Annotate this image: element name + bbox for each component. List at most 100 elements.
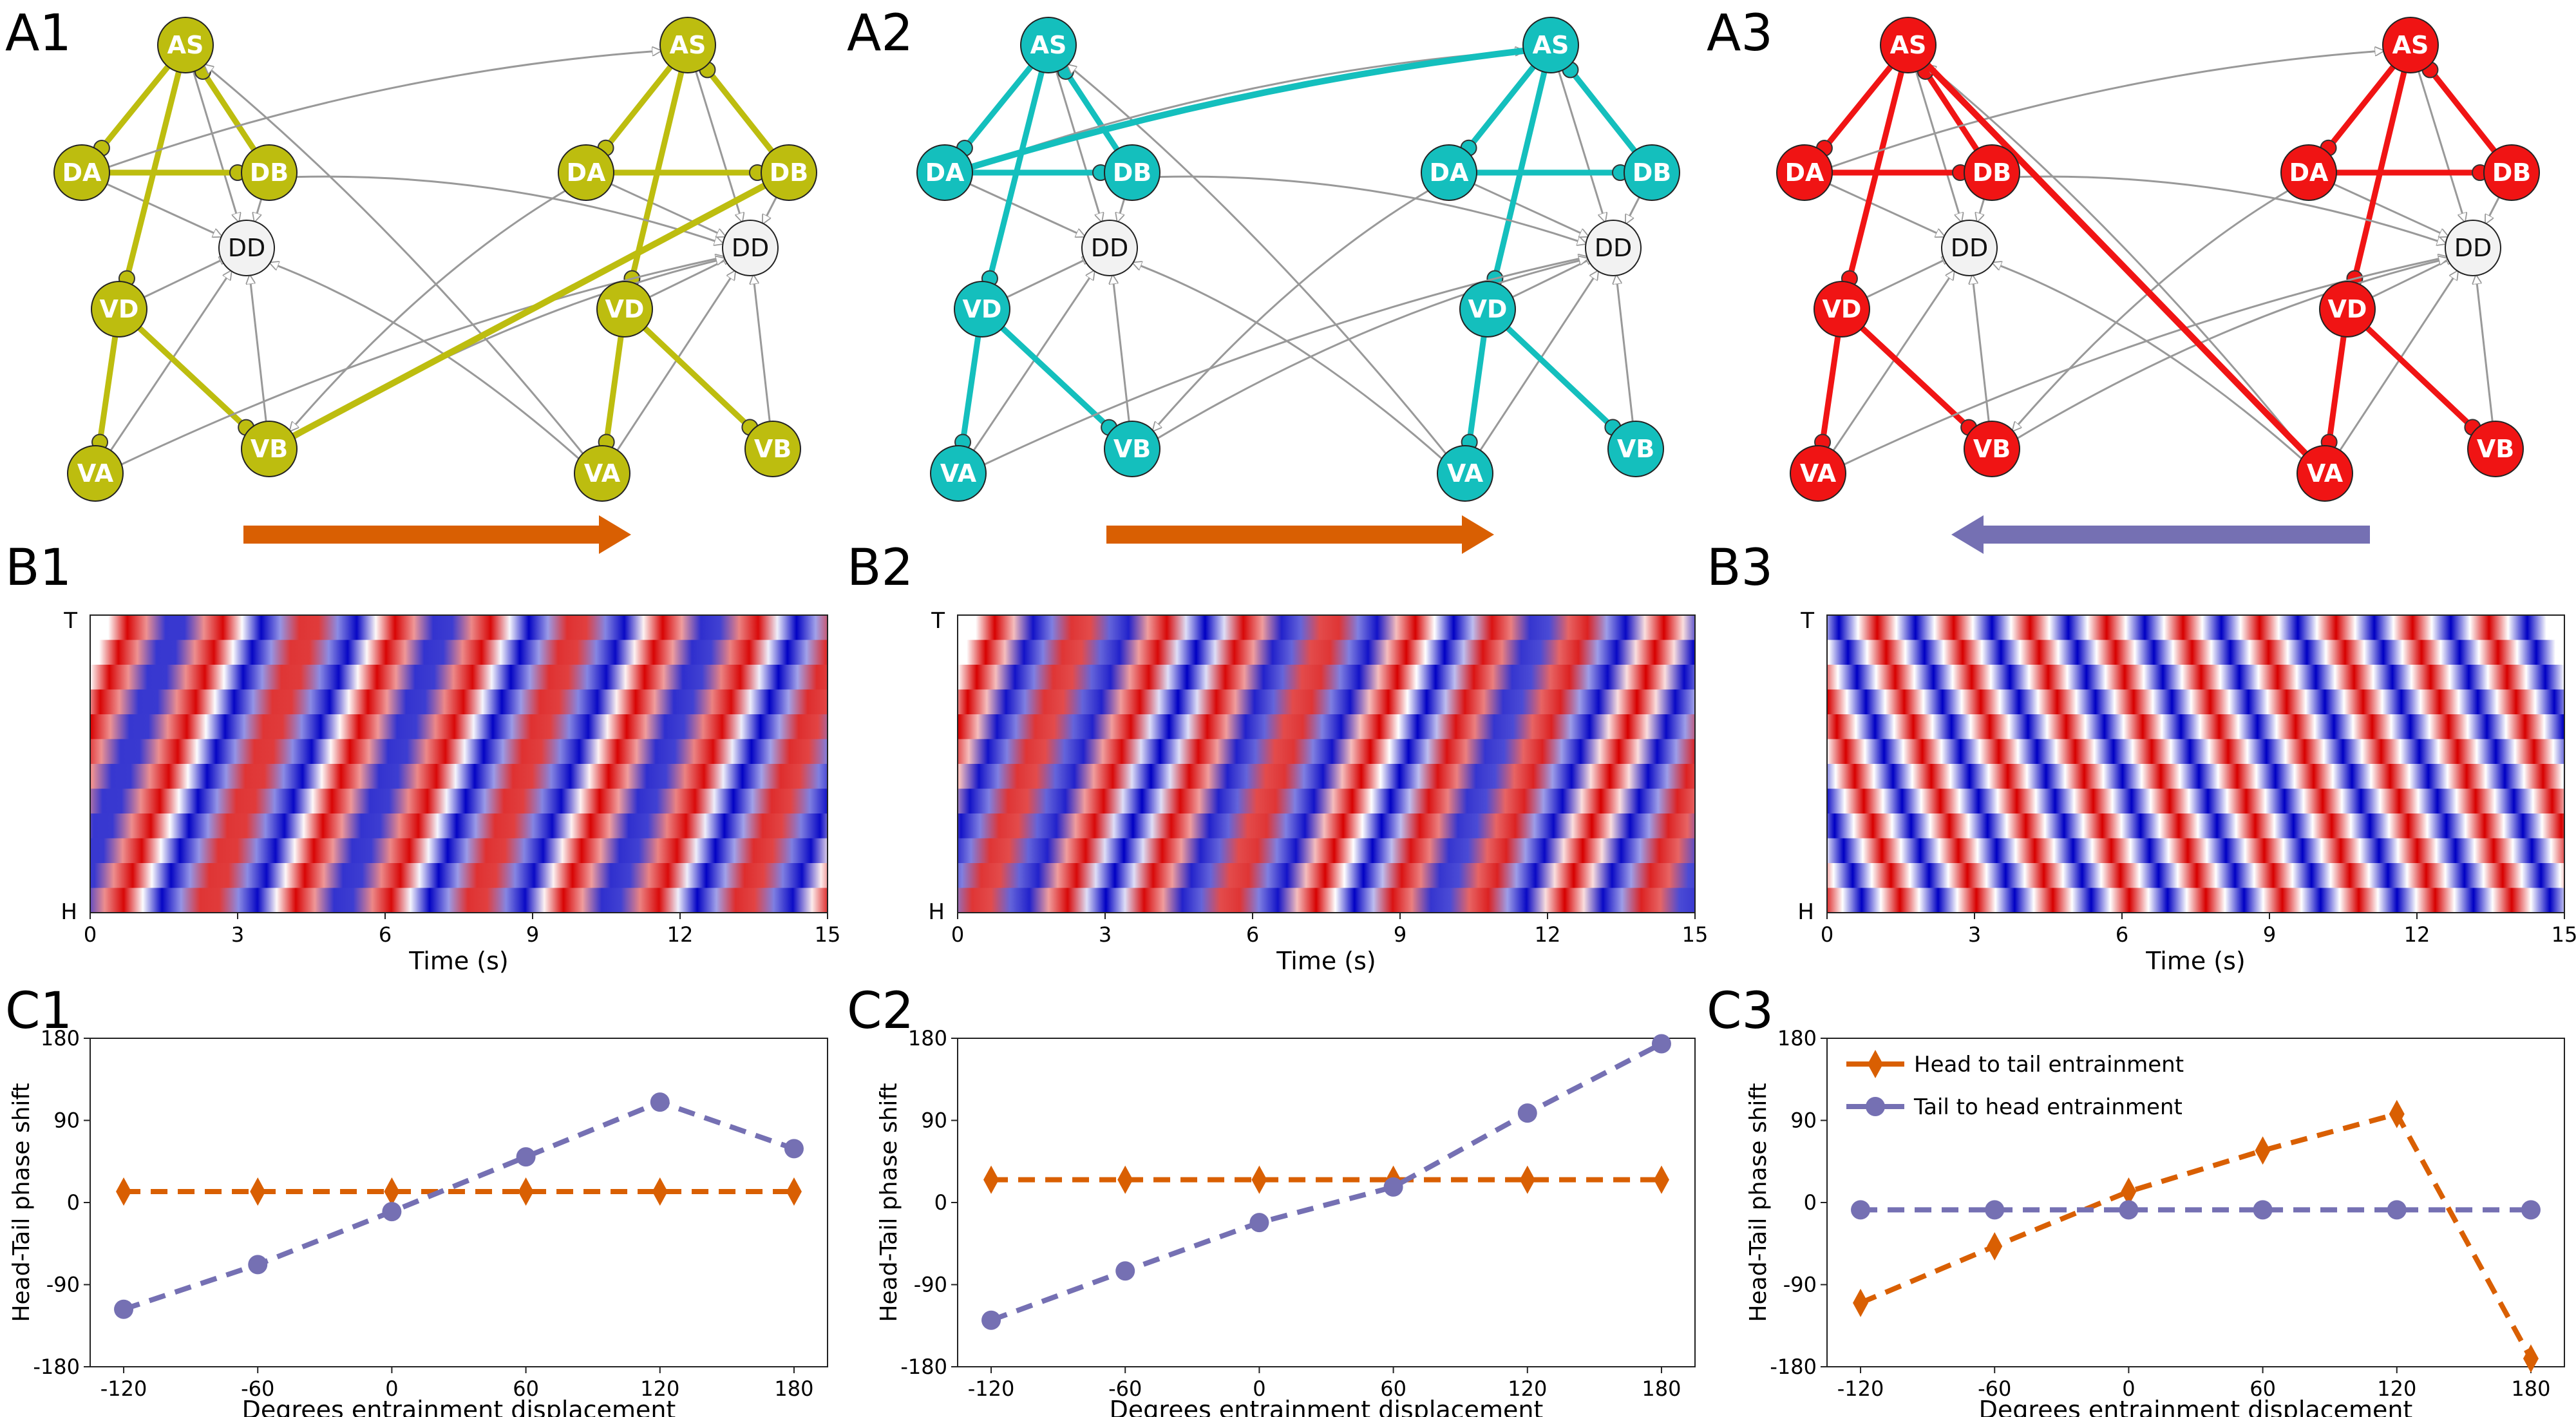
neuron-va <box>1790 445 1846 502</box>
neuron-label-va: VA <box>1800 459 1837 488</box>
gap-junction-edge <box>1973 276 1990 422</box>
cross-segment-edge <box>2019 175 2445 243</box>
y-tick-label: 0 <box>67 1190 80 1215</box>
x-axis-title: Degrees entrainment displacement <box>242 1396 676 1417</box>
synapse-edge <box>1504 325 1616 430</box>
neuron-label-da: DA <box>62 158 102 187</box>
y-tick-label: -90 <box>914 1273 947 1297</box>
neuron-db <box>761 144 817 201</box>
kymograph-band <box>1827 764 2564 790</box>
synapse-edge <box>1922 68 1980 153</box>
neuron-as <box>2382 17 2439 73</box>
gap-junction-edge <box>1866 255 1948 298</box>
x-tick-label: 180 <box>1642 1376 1681 1401</box>
neuron-as <box>1522 17 1579 73</box>
neuron-vd <box>2319 281 2376 338</box>
neuron-label-db: DB <box>770 158 809 187</box>
plot-frame <box>1826 1038 2565 1367</box>
panel-label-A2: A2 <box>847 5 913 62</box>
network-1: AS DA DB DD VD VB VA AS DA DB DD VD VB VA <box>53 17 817 554</box>
synapse-edge <box>1819 334 1841 446</box>
x-tick-label: 6 <box>1246 922 1259 947</box>
x-tick-label: -60 <box>1978 1376 2011 1401</box>
gap-junction-edge <box>1511 255 1593 298</box>
neuron-label-va: VA <box>584 459 621 488</box>
synapse-edge <box>97 334 118 446</box>
x-tick-label: 0 <box>385 1376 398 1401</box>
neuron-db <box>2483 144 2540 201</box>
panel-label-C3: C3 <box>1707 982 1774 1040</box>
synapse-edge <box>2364 325 2476 430</box>
data-point-tail-to-head <box>516 1147 536 1167</box>
kymograph-band <box>958 863 1695 889</box>
x-tick-label: 120 <box>1508 1376 1547 1401</box>
neuron-vb <box>241 421 298 477</box>
neuron-vb <box>1104 421 1160 477</box>
data-point-head-to-tail <box>1987 1232 2003 1260</box>
gap-junction-edge <box>1473 183 1588 236</box>
legend-marker-tail-to-head <box>1866 1097 1885 1116</box>
x-tick-label: 0 <box>2122 1376 2135 1401</box>
cross-segment-edge <box>1068 65 1447 455</box>
data-point-tail-to-head <box>981 1310 1001 1330</box>
kymograph-label-head: H <box>61 899 77 925</box>
kymograph-band <box>958 764 1695 790</box>
x-tick-label: 12 <box>2404 922 2430 947</box>
kymograph-band <box>1827 689 2564 715</box>
neuron-label-vb: VB <box>1973 435 2011 463</box>
synapse-edge <box>136 325 249 431</box>
data-point-head-to-tail <box>786 1177 802 1206</box>
cross-segment-edge <box>294 259 725 439</box>
neuron-as <box>1020 17 1077 73</box>
x-axis-title: Degrees entrainment displacement <box>1979 1396 2413 1417</box>
y-tick-label: 90 <box>921 1108 947 1133</box>
kymograph-label-tail: T <box>1800 608 1814 634</box>
cross-segment-edge <box>2016 259 2448 439</box>
cross-segment-edge <box>1153 189 1429 430</box>
neuron-dd <box>1941 220 1998 276</box>
panel-label-A1: A1 <box>5 5 71 62</box>
gap-junction-edge <box>1616 276 1634 422</box>
x-tick-label: 0 <box>1821 922 1833 947</box>
cross-segment-edge <box>290 189 566 430</box>
kymograph-band <box>1827 665 2564 690</box>
synapse-edge <box>1859 325 1972 431</box>
neuron-da <box>558 144 614 201</box>
synapse-edge <box>960 334 981 446</box>
data-point-tail-to-head <box>2253 1200 2273 1220</box>
y-tick-label: -180 <box>33 1355 80 1379</box>
neuron-da <box>1776 144 1833 201</box>
panel-label-B2: B2 <box>847 539 913 597</box>
data-point-head-to-tail <box>518 1177 534 1206</box>
cross-segment-edge <box>270 263 580 460</box>
kymograph-band <box>976 615 1695 641</box>
y-tick-label: 0 <box>1804 1190 1817 1215</box>
x-axis-title: Time (s) <box>408 947 509 975</box>
neuron-label-db: DB <box>250 158 289 187</box>
gap-junction-edge <box>1626 196 1640 223</box>
y-axis-title: Head-Tail phase shift <box>8 1083 35 1322</box>
gap-junction-edge <box>611 183 725 236</box>
neuron-label-da: DA <box>1430 158 1470 187</box>
cross-segment-edge <box>1993 263 2302 460</box>
x-tick-label: 180 <box>2511 1376 2550 1401</box>
neuron-label-va: VA <box>77 459 114 488</box>
kymograph-3: T H0 3 6 9 12 15 Time (s) <box>1797 608 2576 975</box>
neuron-label-vd: VD <box>2328 295 2367 323</box>
panel-label-B1: B1 <box>5 539 71 597</box>
x-tick-label: -60 <box>1108 1376 1142 1401</box>
gap-junction-edge <box>144 255 225 298</box>
data-point-head-to-tail <box>652 1177 668 1206</box>
x-tick-label: 6 <box>2116 922 2128 947</box>
neuron-va <box>1437 445 1493 502</box>
neuron-label-db: DB <box>1973 158 2012 187</box>
neuron-as <box>659 17 716 73</box>
neuron-va <box>67 445 124 502</box>
neuron-da <box>2280 144 2337 201</box>
neuron-vb <box>1607 421 1664 477</box>
kymograph-band <box>90 764 828 790</box>
gap-junction-edge <box>2476 276 2494 422</box>
neuron-label-va: VA <box>2307 459 2344 488</box>
series-line-tail-to-head <box>122 1099 795 1312</box>
